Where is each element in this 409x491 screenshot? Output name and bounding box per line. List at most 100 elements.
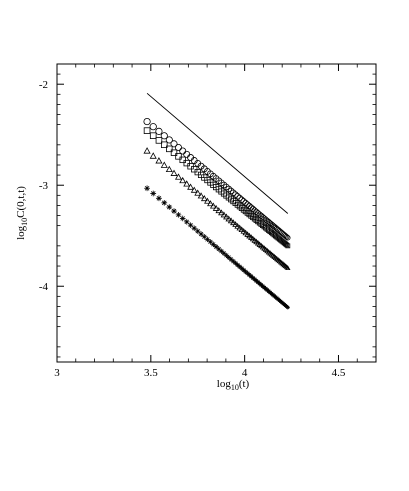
data-point-star <box>194 228 201 234</box>
data-point-star <box>201 234 208 240</box>
data-point-triangle <box>218 209 225 216</box>
data-point-square <box>234 201 241 208</box>
data-point-triangle <box>149 152 157 159</box>
data-point-star <box>235 262 241 268</box>
data-point-triangle <box>160 161 168 168</box>
data-point-square <box>166 145 173 153</box>
data-point-square <box>143 127 151 134</box>
y-axis-label: log10C(0,t,t) <box>15 186 29 240</box>
data-point-circle <box>225 185 232 193</box>
data-point-circle <box>165 136 173 144</box>
data-point-star <box>171 208 177 214</box>
data-point-circle <box>238 196 245 203</box>
x-tick-label: 3.5 <box>144 367 158 379</box>
data-point-triangle <box>215 207 223 214</box>
data-point-triangle <box>187 183 195 190</box>
data-point-square <box>284 242 290 248</box>
data-point-star <box>187 222 194 228</box>
data-point-circle <box>236 194 243 202</box>
data-point-triangle <box>225 215 232 222</box>
data-point-star <box>198 231 204 237</box>
y-tick-label: -4 <box>39 281 49 293</box>
y-axis-label-tail: C(0,t,t) <box>15 186 27 218</box>
data-point-triangle <box>174 173 182 180</box>
data-point-circle <box>227 187 235 195</box>
data-point-square <box>175 153 182 160</box>
data-point-star <box>218 248 224 254</box>
data-point-circle <box>253 208 260 215</box>
data-point-square <box>248 213 254 219</box>
data-point-star <box>285 305 290 310</box>
data-point-triangle <box>223 213 230 220</box>
data-point-star <box>241 267 247 273</box>
data-point-star <box>175 212 182 218</box>
data-point-square <box>246 211 253 218</box>
data-point-star <box>179 215 186 222</box>
data-point-triangle <box>143 147 151 154</box>
data-point-star <box>243 269 249 275</box>
data-point-triangle <box>207 200 214 207</box>
data-point-circle <box>249 205 256 213</box>
data-point-triangle <box>220 211 228 218</box>
data-point-square <box>242 208 249 215</box>
data-point-circle <box>170 140 178 148</box>
data-point-triangle <box>183 180 191 187</box>
data-point-star <box>150 190 157 197</box>
data-point-star <box>232 260 238 266</box>
data-point-circle <box>251 207 258 214</box>
data-point-circle <box>174 143 182 152</box>
data-point-circle <box>240 198 247 205</box>
data-point-square <box>240 206 247 213</box>
data-point-triangle <box>236 224 243 231</box>
data-point-star <box>216 246 222 252</box>
data-point-circle <box>160 132 168 140</box>
series-square <box>143 127 291 249</box>
x-tick-label: 4.5 <box>332 367 346 379</box>
data-point-star <box>221 250 227 256</box>
data-point-square <box>285 243 291 249</box>
x-axis-label-tail: (t) <box>239 378 250 390</box>
x-axis-label: log10(t) <box>217 378 250 392</box>
x-tick-label: 4 <box>242 367 248 379</box>
y-tick-label: -2 <box>39 79 48 91</box>
data-point-star <box>183 219 190 225</box>
data-point-triangle <box>212 204 220 211</box>
data-point-star <box>230 258 236 264</box>
x-axis-label-sub: 10 <box>231 383 239 392</box>
data-point-triangle <box>234 222 241 229</box>
data-point-square <box>149 132 157 139</box>
y-axis-label-log: log <box>15 225 27 240</box>
data-point-circle <box>143 117 151 126</box>
data-point-circle <box>234 193 241 200</box>
data-point-circle <box>244 201 251 208</box>
axis-tick-labels: 3 3.5 4 4.5 -2 -3 -4 <box>39 79 346 379</box>
data-point-circle <box>155 127 163 135</box>
data-point-triangle <box>232 221 239 227</box>
data-point-circle <box>285 235 291 241</box>
data-point-triangle <box>204 197 211 204</box>
data-point-star <box>210 241 216 247</box>
data-point-square <box>155 137 163 144</box>
data-point-circle <box>149 123 157 131</box>
data-point-square <box>250 214 256 221</box>
data-point-star <box>213 244 219 250</box>
series-circle <box>143 117 291 241</box>
data-point-triangle <box>179 176 187 184</box>
data-point-square <box>236 203 243 210</box>
data-point-square <box>244 210 251 216</box>
series-layer <box>143 117 291 310</box>
data-point-triangle <box>227 217 235 224</box>
data-point-triangle <box>190 186 198 193</box>
x-tick-label: 3 <box>54 367 60 379</box>
data-point-triangle <box>230 219 237 226</box>
data-point-star <box>237 264 243 270</box>
data-point-star <box>191 225 197 231</box>
data-point-circle <box>230 189 237 196</box>
data-point-star <box>207 239 214 245</box>
data-point-triangle <box>155 157 163 164</box>
data-point-triangle <box>170 169 178 176</box>
reference-line <box>146 92 289 214</box>
data-point-triangle <box>165 165 173 173</box>
data-point-star <box>166 204 173 210</box>
